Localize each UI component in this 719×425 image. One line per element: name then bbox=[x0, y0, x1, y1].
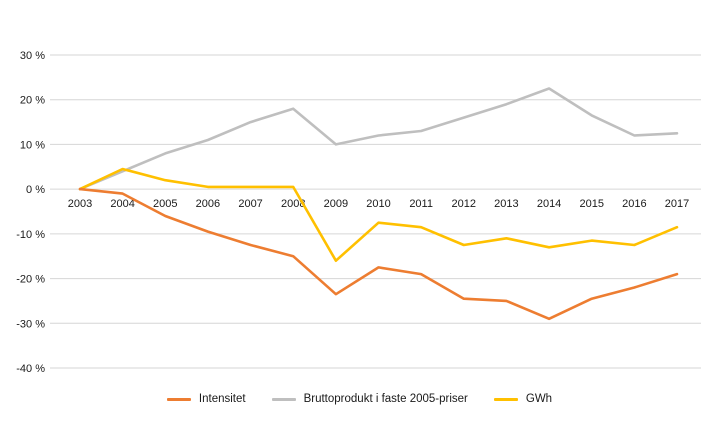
x-axis-label: 2005 bbox=[153, 198, 177, 210]
series-line-bruttoprodukt-i-faste-2005-priser bbox=[78, 87, 679, 191]
chart-legend: Intensitet Bruttoprodukt i faste 2005-pr… bbox=[0, 387, 719, 411]
x-axis-label: 2008 bbox=[281, 198, 305, 210]
legend-label-bruttoprodukt: Bruttoprodukt i faste 2005-priser bbox=[303, 393, 468, 405]
y-axis-label: -30 % bbox=[16, 318, 45, 330]
legend-item-gwh: GWh bbox=[493, 393, 553, 405]
y-axis-label: 20 % bbox=[20, 95, 45, 107]
x-axis-label: 2012 bbox=[452, 198, 476, 210]
x-axis-label: 2004 bbox=[110, 198, 134, 210]
x-axis-label: 2015 bbox=[579, 198, 603, 210]
x-axis-label: 2006 bbox=[196, 198, 220, 210]
series-line-gwh bbox=[78, 167, 679, 263]
legend-label-intensitet: Intensitet bbox=[198, 393, 246, 405]
y-axis-label: 30 % bbox=[20, 50, 45, 62]
x-axis-label: 2009 bbox=[324, 198, 348, 210]
x-axis-label: 2013 bbox=[494, 198, 518, 210]
legend-swatch-bruttoprodukt bbox=[271, 397, 296, 401]
legend-item-bruttoprodukt: Bruttoprodukt i faste 2005-priser bbox=[271, 393, 468, 405]
y-axis-label: 0 % bbox=[26, 184, 45, 196]
legend-swatch-gwh bbox=[493, 397, 518, 401]
y-axis-label: -20 % bbox=[16, 274, 45, 286]
series-line-intensitet bbox=[78, 187, 679, 321]
legend-item-intensitet: Intensitet bbox=[166, 393, 246, 405]
x-axis-label: 2014 bbox=[537, 198, 561, 210]
legend-label-gwh: GWh bbox=[525, 393, 553, 405]
x-axis-label: 2003 bbox=[68, 198, 92, 210]
legend-swatch-intensitet bbox=[166, 397, 191, 401]
x-axis-label: 2007 bbox=[238, 198, 262, 210]
y-axis-label: -40 % bbox=[16, 363, 45, 375]
x-axis-label: 2011 bbox=[409, 198, 433, 210]
line-chart-canvas: 30 % 20 % 10 % 0 % -10 % -20 % -30 % -40 % 2003 2… bbox=[16, 50, 701, 375]
x-axis-label: 2010 bbox=[366, 198, 390, 210]
x-axis-label: 2016 bbox=[622, 198, 646, 210]
y-axis-label: 10 % bbox=[20, 139, 45, 151]
y-axis-label: -10 % bbox=[16, 229, 45, 241]
x-axis-label: 2017 bbox=[665, 198, 689, 210]
